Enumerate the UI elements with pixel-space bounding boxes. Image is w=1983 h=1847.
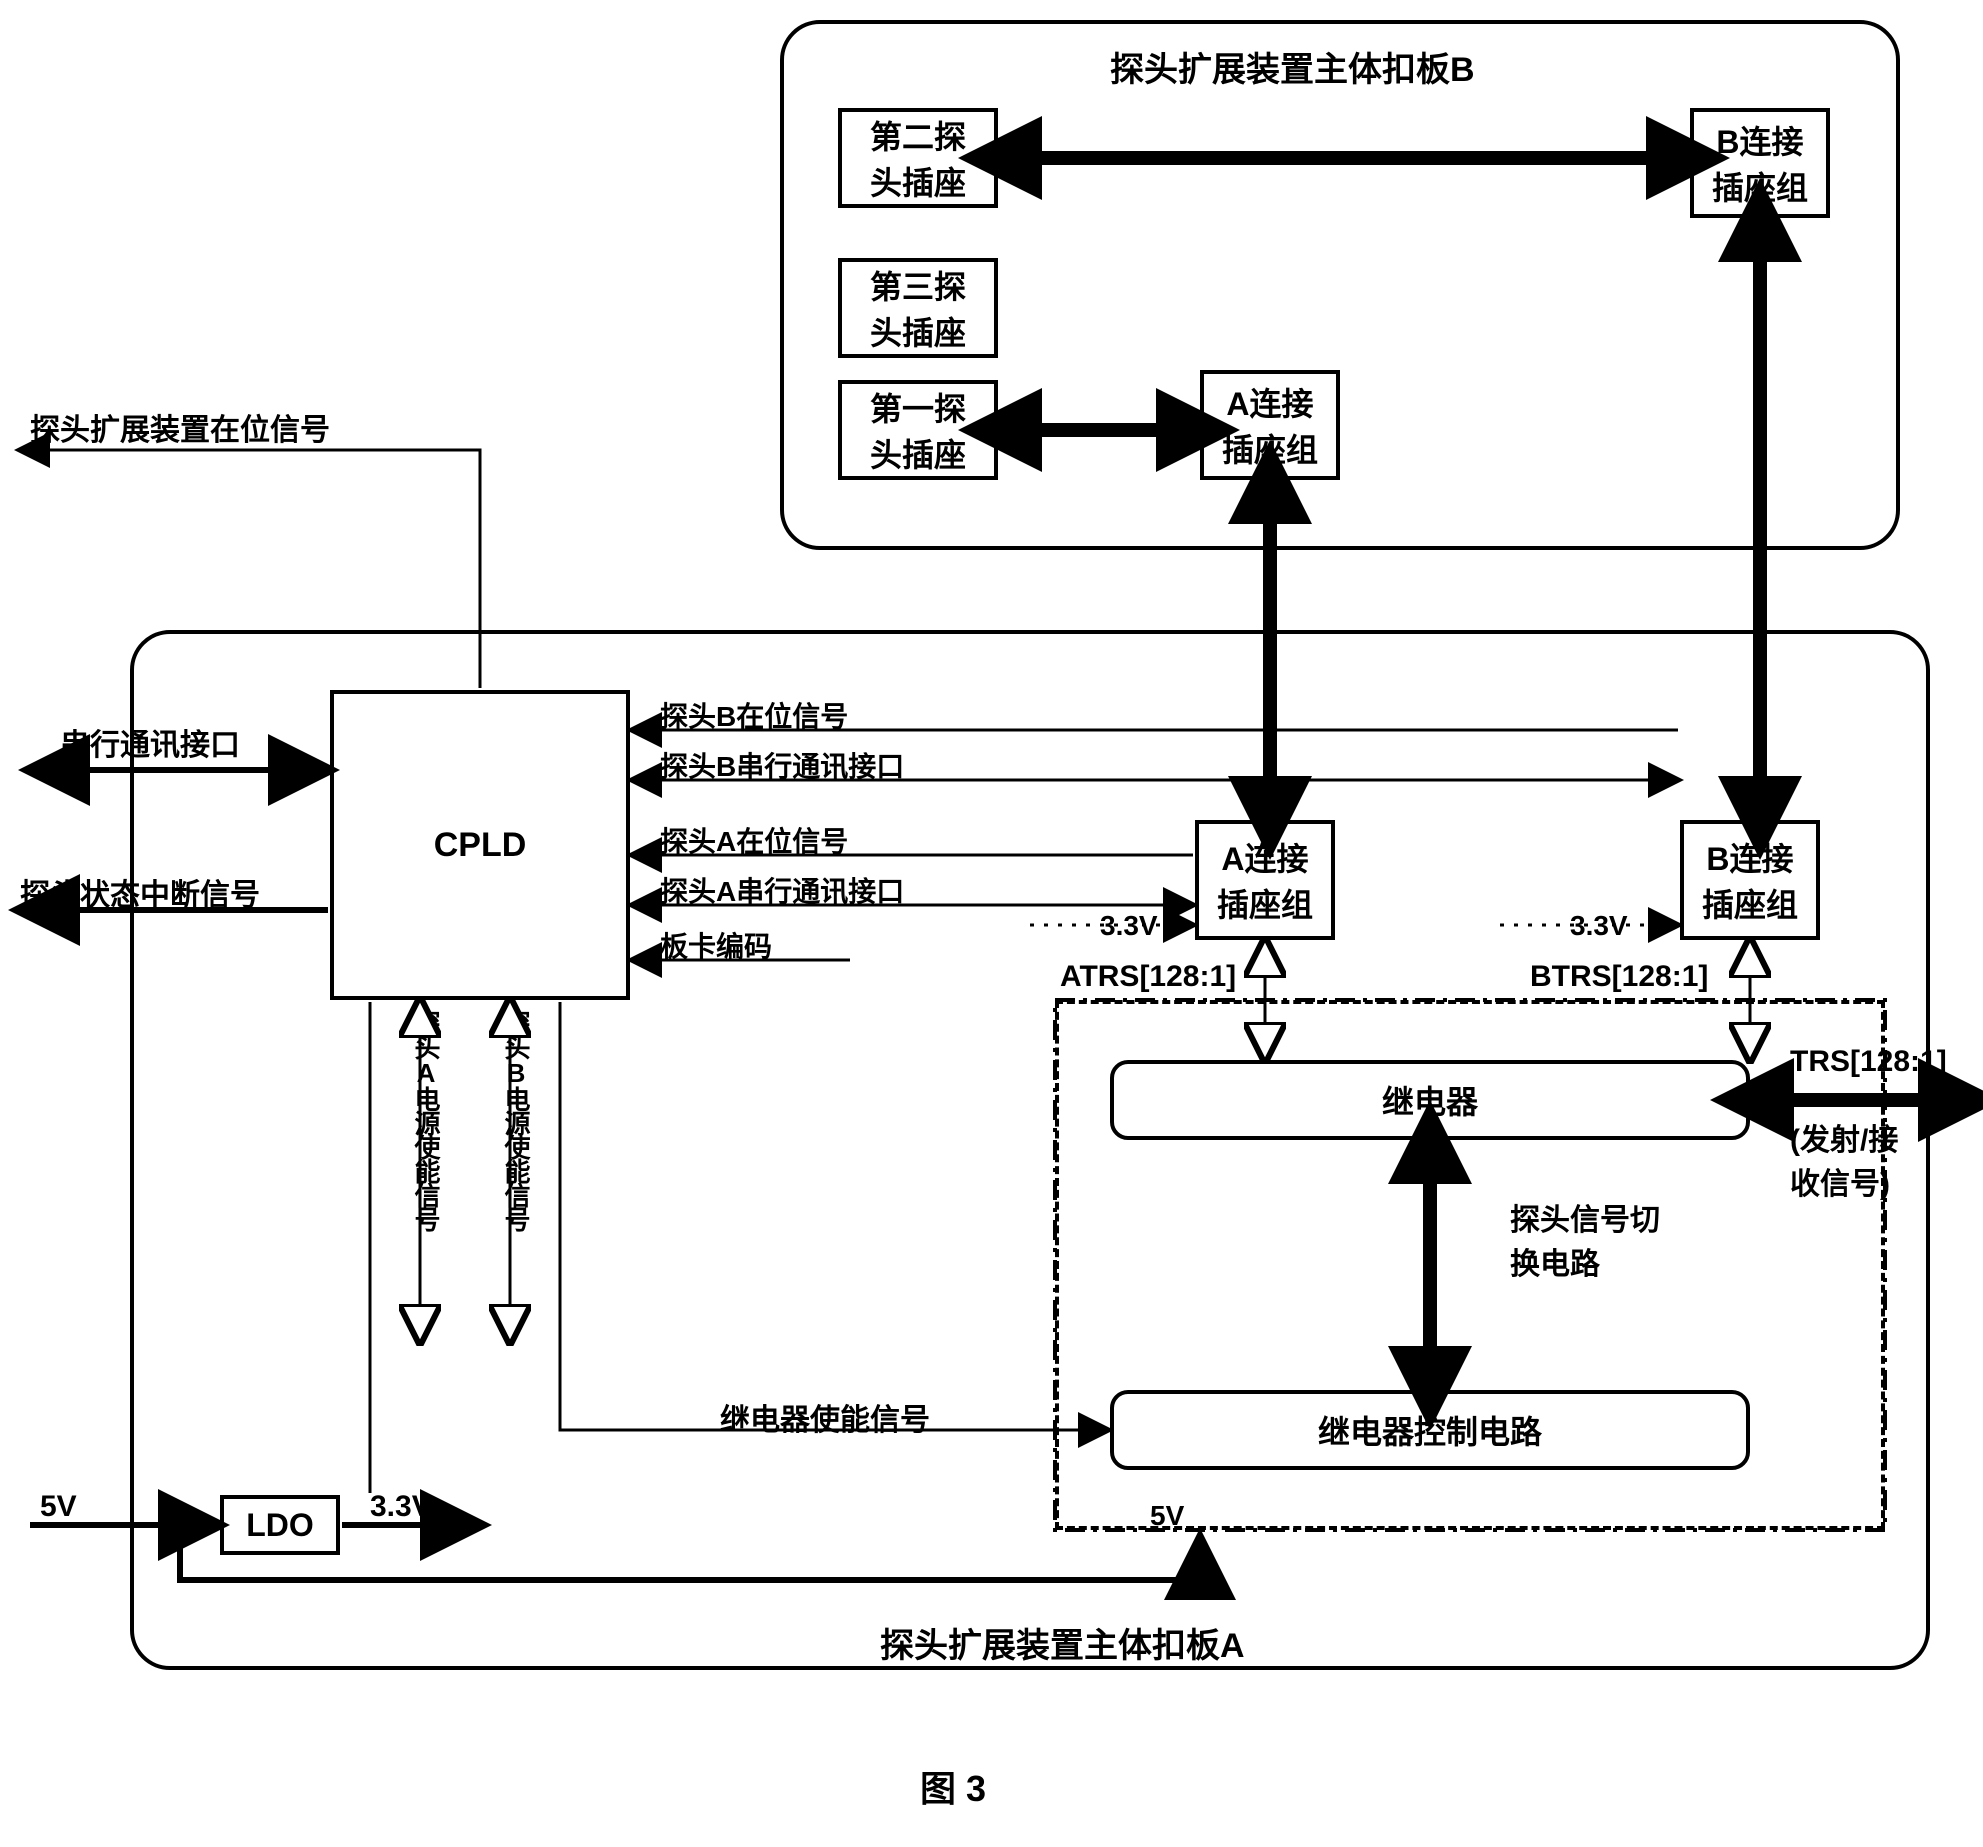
relay-en-label: 继电器使能信号 (720, 1395, 930, 1439)
atrs-label: ATRS[128:1] (1060, 960, 1236, 994)
board-code-label: 板卡编码 (660, 925, 772, 965)
probe-b-pwr-en-label: 探头B电源使能信号 (498, 1010, 535, 1230)
v5-in-label: 5V (40, 1490, 77, 1524)
probe-a-serial-label: 探头A串行通讯接口 (660, 870, 904, 910)
serial-if-label: 串行通讯接口 (60, 720, 240, 764)
box-probe3: 第三探 头插座 (838, 258, 998, 358)
tx-rx-label: (发射/接 收信号) (1790, 1115, 1898, 1203)
b-conn-box: B连接 插座组 (1680, 820, 1820, 940)
btrs-label: BTRS[128:1] (1530, 960, 1708, 994)
probe-a-in-place-label: 探头A在位信号 (660, 820, 848, 860)
probe-a-pwr-en-label: 探头A电源使能信号 (408, 1010, 445, 1230)
panel-b-title: 探头扩展装置主体扣板B (1110, 42, 1475, 91)
cpld-box: CPLD (330, 690, 630, 1000)
v33-b-label: 3.3V (1570, 910, 1628, 942)
probe-b-serial-label: 探头B串行通讯接口 (660, 745, 904, 785)
box-probe2: 第二探 头插座 (838, 108, 998, 208)
box-b-b-conn: B连接 插座组 (1690, 108, 1830, 218)
ldo-box: LDO (220, 1495, 340, 1555)
probe-state-int-label: 探头状态中断信号 (20, 870, 260, 914)
box-b-a-conn: A连接 插座组 (1200, 370, 1340, 480)
v33-ldo-label: 3.3V (370, 1490, 432, 1524)
ext-in-place-label: 探头扩展装置在位信号 (30, 405, 330, 449)
trs-label: TRS[128:1] (1790, 1045, 1947, 1079)
v5-relay-label: 5V (1150, 1500, 1184, 1532)
box-probe1: 第一探 头插座 (838, 380, 998, 480)
relay-circuit-boundary (1055, 1000, 1885, 1530)
probe-b-in-place-label: 探头B在位信号 (660, 695, 848, 735)
probe-sig-sw-label: 探头信号切 换电路 (1510, 1195, 1660, 1283)
figure-caption: 图 3 (920, 1760, 986, 1812)
v33-a-label: 3.3V (1100, 910, 1158, 942)
a-conn-box: A连接 插座组 (1195, 820, 1335, 940)
panel-a-title: 探头扩展装置主体扣板A (880, 1618, 1245, 1667)
